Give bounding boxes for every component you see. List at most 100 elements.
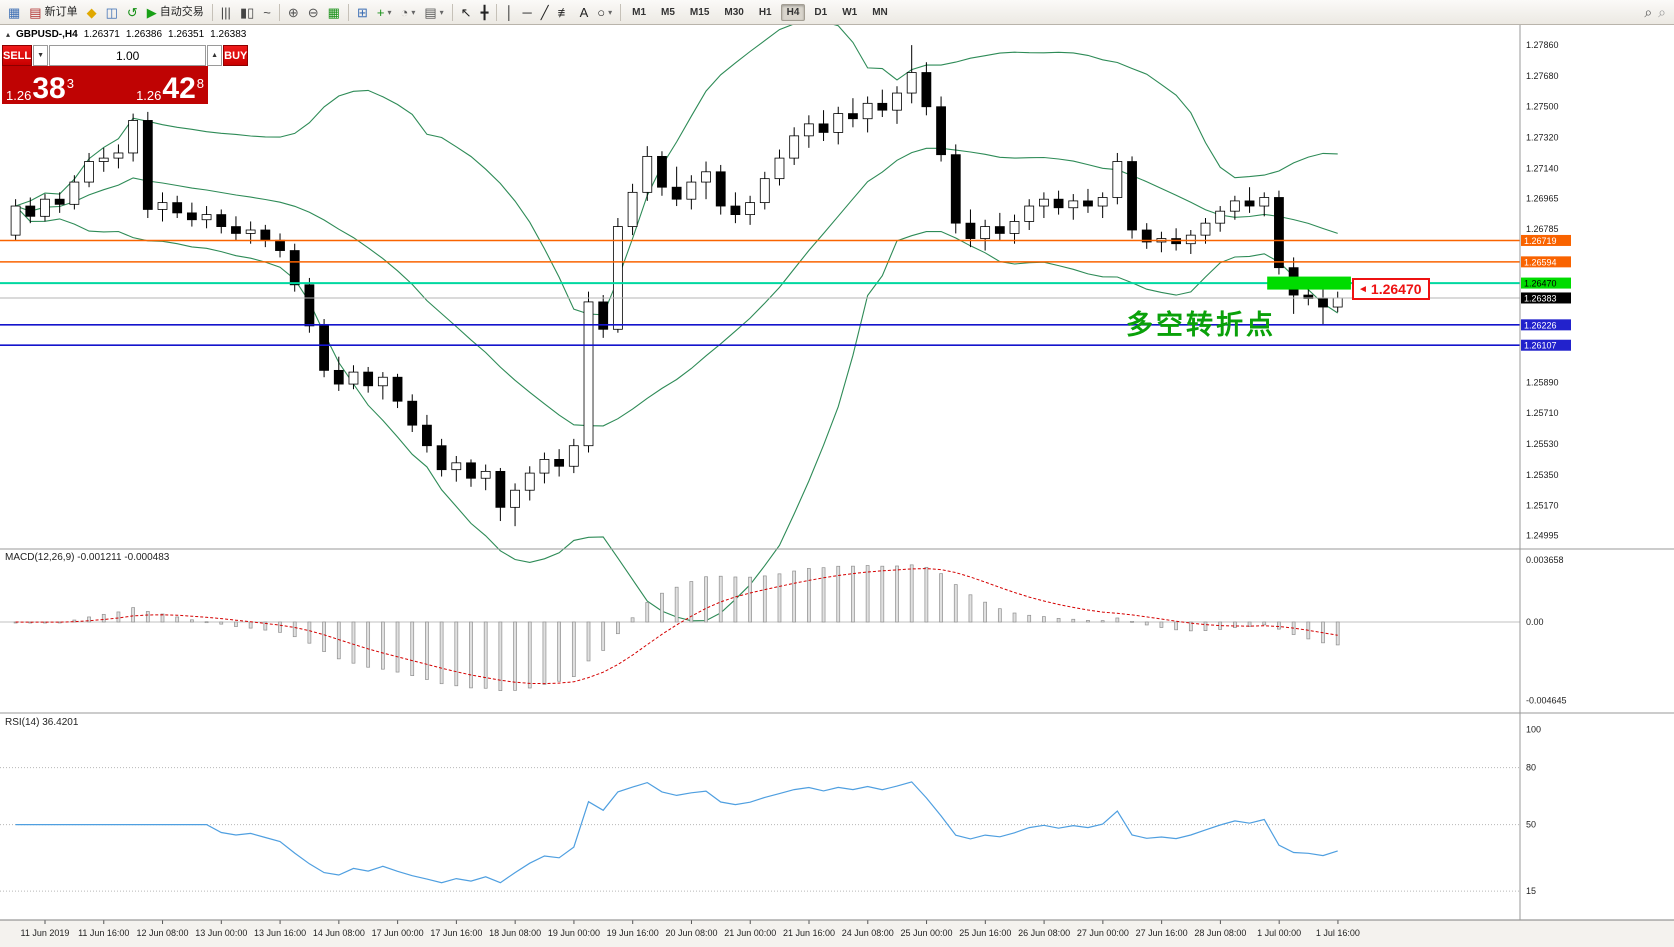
auto-trading-button[interactable]: ▶ 自动交易 xyxy=(143,2,208,23)
cursor-icon[interactable]: ↖ xyxy=(457,2,476,23)
svg-text:14 Jun 08:00: 14 Jun 08:00 xyxy=(313,928,365,938)
ask-big: 42 xyxy=(162,72,196,105)
timeframe-m15[interactable]: M15 xyxy=(689,6,710,18)
svg-text:17 Jun 00:00: 17 Jun 00:00 xyxy=(372,928,424,938)
buy-button[interactable]: BUY xyxy=(223,45,249,66)
tile-windows-icon: ▦ xyxy=(327,4,340,20)
navigator-icon[interactable]: ↺ xyxy=(123,2,142,23)
timeframe-m30[interactable]: M30 xyxy=(724,6,744,18)
arrange-windows-icon: ⊞ xyxy=(356,4,368,20)
cursor-icon: ↖ xyxy=(460,4,472,20)
svg-text:1.25890: 1.25890 xyxy=(1526,377,1559,387)
svg-text:27 Jun 00:00: 27 Jun 00:00 xyxy=(1077,928,1129,938)
bid-big: 38 xyxy=(32,72,66,105)
timeframe-h1[interactable]: H1 xyxy=(758,6,772,18)
dropdown-arrow-icon: ▾ xyxy=(439,7,444,17)
data-window-icon: ◫ xyxy=(105,4,118,20)
one-click-trade-panel: SELL ▼ ▲ BUY 1.26 38 3 1.26 42 8 xyxy=(2,45,249,104)
trade-prices: 1.26 38 3 1.26 42 8 xyxy=(2,66,208,104)
bid-price[interactable]: 1.26 38 3 xyxy=(6,74,74,104)
volume-up-button[interactable]: ▲ xyxy=(207,45,223,66)
note-text[interactable]: 多空转折点 xyxy=(1126,310,1276,340)
zoom-in-icon[interactable]: ⊕ xyxy=(284,2,303,23)
line-chart-icon[interactable]: ~ xyxy=(259,2,275,23)
svg-text:26 Jun 08:00: 26 Jun 08:00 xyxy=(1018,928,1070,938)
horizontal-line-icon[interactable]: ─ xyxy=(519,2,536,23)
new-chart-icon[interactable]: ▦ xyxy=(4,2,24,23)
toolbar-items: ▦ ▤ 新订单 ◆ ◫ ↺ ▶ 自动交易 ||| ▮▯ ~ ⊕ ⊖ ▦ ⊞ + ▾ ◔ ▾ ▤ ▾ ↖ ╋ │ ─ ╱ ≢ A ○ ▾ M1… xyxy=(4,2,1644,23)
timeframe-m5[interactable]: M5 xyxy=(661,6,675,18)
market-watch-icon: ◆ xyxy=(86,4,97,20)
svg-text:27 Jun 16:00: 27 Jun 16:00 xyxy=(1136,928,1188,938)
candlestick-chart-icon[interactable]: ▮▯ xyxy=(236,2,258,23)
timeframe-m1[interactable]: M1 xyxy=(632,6,647,18)
periods-menu[interactable]: ◔ ▾ xyxy=(396,2,419,23)
svg-text:1.25170: 1.25170 xyxy=(1526,501,1559,511)
svg-text:25 Jun 00:00: 25 Jun 00:00 xyxy=(901,928,953,938)
chart-canvas[interactable]: 11 Jun 2019 11 Jun 16:00 12 Jun 08:00 13 Ju… xyxy=(0,25,1674,947)
new-order-label: 新订单 xyxy=(44,5,78,18)
time-axis[interactable]: 11 Jun 2019 11 Jun 16:00 12 Jun 08:00 13 Ju… xyxy=(0,920,1674,947)
zoom-out-icon: ⊖ xyxy=(307,4,319,20)
price-axis[interactable]: 0.003658 0.00 -0.004645 100 80 50 15 1.27860 1.2… xyxy=(1521,40,1571,896)
ohlc-low: 1.26351 xyxy=(168,29,205,40)
arrange-windows-icon[interactable]: ⊞ xyxy=(353,2,372,23)
timeframe-h4[interactable]: H4 xyxy=(780,3,806,21)
sell-button[interactable]: SELL xyxy=(2,45,33,66)
periods-icon: ◔ xyxy=(400,4,409,20)
bid-sup: 3 xyxy=(66,76,74,91)
svg-text:50: 50 xyxy=(1526,820,1536,830)
trendline-icon[interactable]: ╱ xyxy=(537,2,553,23)
templates-menu[interactable]: ▤ ▾ xyxy=(420,2,447,23)
tile-windows-icon[interactable]: ▦ xyxy=(324,2,344,23)
crosshair-icon[interactable]: ╋ xyxy=(477,2,493,23)
horizontal-line-icon: ─ xyxy=(522,4,532,20)
toolbar-separator xyxy=(278,3,280,21)
trendline-icon: ╱ xyxy=(540,4,549,20)
pane-frame xyxy=(0,25,1674,921)
toolbar-separator xyxy=(347,3,349,21)
price-tag-text: 1.26470 xyxy=(1370,281,1422,297)
timeframe-mn[interactable]: MN xyxy=(872,6,888,18)
toolbar-separator xyxy=(451,3,453,21)
svg-text:1.24995: 1.24995 xyxy=(1526,531,1559,541)
svg-text:25 Jun 16:00: 25 Jun 16:00 xyxy=(959,928,1011,938)
quick-search-icon[interactable]: ⌕ xyxy=(1658,3,1666,20)
new-order-button[interactable]: ▤ 新订单 xyxy=(25,2,81,23)
toolbar-separator xyxy=(211,3,213,21)
text-label-icon[interactable]: A xyxy=(576,2,593,23)
data-window-icon[interactable]: ◫ xyxy=(102,2,122,23)
svg-text:1.26719: 1.26719 xyxy=(1524,236,1557,246)
timeframe-w1[interactable]: W1 xyxy=(842,6,858,18)
dropdown-arrow-icon: ▾ xyxy=(387,7,392,17)
search-symbol-icon[interactable]: ⌕ xyxy=(1644,3,1653,20)
market-watch-icon[interactable]: ◆ xyxy=(83,2,101,23)
navigator-icon: ↺ xyxy=(126,4,138,20)
shapes-menu[interactable]: ○ ▾ xyxy=(593,2,616,23)
auto-trading-icon: ▶ xyxy=(146,4,157,20)
bar-chart-icon[interactable]: ||| xyxy=(217,2,235,23)
fibonacci-icon: ≢ xyxy=(557,4,571,20)
timeframe-d1[interactable]: D1 xyxy=(814,6,828,18)
horizontal-line-objects[interactable] xyxy=(0,239,1520,347)
bar-chart-icon: ||| xyxy=(220,4,231,20)
fibonacci-icon[interactable]: ≢ xyxy=(554,2,575,23)
candlestick-series xyxy=(10,45,1343,527)
rsi-pane xyxy=(0,767,1520,892)
volume-down-button[interactable]: ▼ xyxy=(33,45,49,66)
ask-price[interactable]: 1.26 42 8 xyxy=(136,74,204,104)
indicators-icon: + xyxy=(376,4,385,20)
chart-title-icon: ▴ xyxy=(6,30,11,39)
zoom-out-icon[interactable]: ⊖ xyxy=(304,2,323,23)
svg-text:28 Jun 08:00: 28 Jun 08:00 xyxy=(1194,928,1246,938)
volume-input[interactable] xyxy=(49,45,207,66)
svg-text:12 Jun 08:00: 12 Jun 08:00 xyxy=(137,928,189,938)
indicators-menu[interactable]: + ▾ xyxy=(373,2,396,23)
price-tag[interactable]: ◄ 1.26470 xyxy=(1352,278,1430,300)
svg-text:1.27680: 1.27680 xyxy=(1526,71,1559,81)
svg-text:1.25710: 1.25710 xyxy=(1526,408,1559,418)
chart-symbol: GBPUSD-,H4 xyxy=(16,29,78,40)
zoom-in-icon: ⊕ xyxy=(287,4,299,20)
vertical-line-icon[interactable]: │ xyxy=(501,2,517,23)
